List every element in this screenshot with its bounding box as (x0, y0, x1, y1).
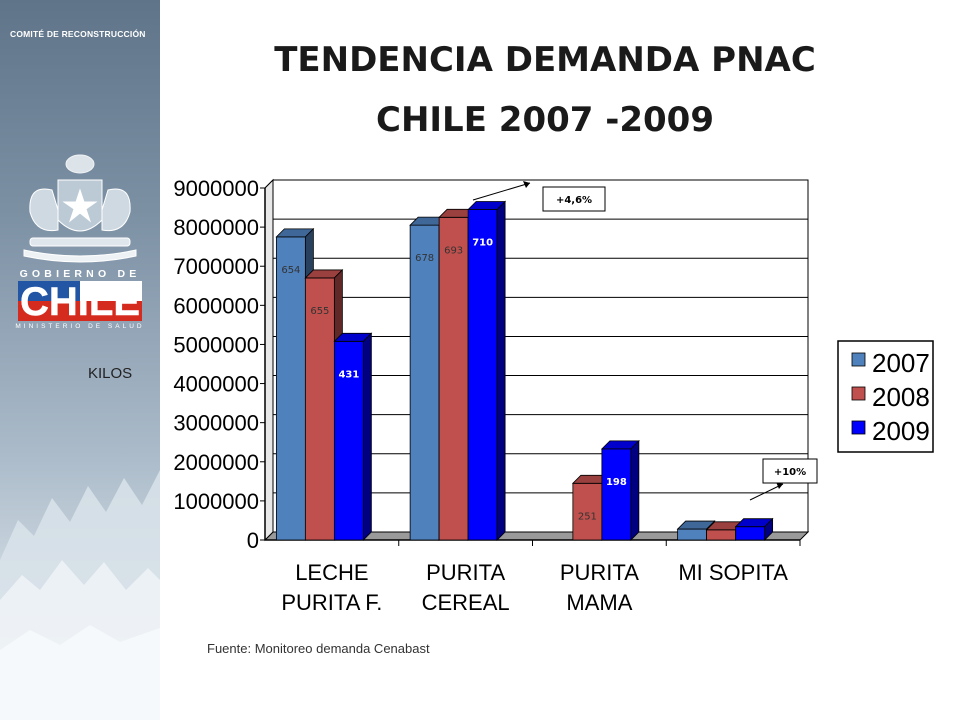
data-label: 251 (578, 511, 597, 522)
x-tick-label: PURITA (560, 560, 639, 585)
y-tick-label: 2000000 (173, 450, 259, 475)
gov-name: CHILE (20, 281, 140, 321)
page-title-line2: CHILE 2007 -2009 (376, 100, 714, 140)
y-tick-label: 1000000 (173, 489, 259, 514)
bar-2009-1 (467, 209, 498, 541)
bar-side-2009-3 (764, 517, 774, 541)
bar-side-2009-0 (362, 332, 372, 541)
bar-2007-3 (677, 528, 708, 541)
bar-2007-1 (409, 224, 440, 541)
data-label: 678 (415, 253, 434, 264)
bar-2009-2 (601, 448, 632, 541)
annotation-arrow (749, 483, 784, 501)
chile-coat-of-arms-icon (23, 154, 137, 263)
legend-label: 2008 (872, 382, 930, 412)
source-note: Fuente: Monitoreo demanda Cenabast (207, 641, 430, 656)
annotation-text: +4,6% (556, 195, 592, 206)
x-tick-label: MAMA (566, 590, 632, 615)
bar-side-2009-1 (496, 200, 506, 541)
x-tick-label: PURITA F. (281, 590, 382, 615)
y-tick-label: 6000000 (173, 293, 259, 318)
bar-2008-3 (706, 529, 737, 541)
annotation-box (762, 458, 818, 484)
page-title-line1: TENDENCIA DEMANDA PNAC (274, 40, 816, 80)
bar-2009-3 (735, 526, 766, 541)
org-label: COMITÉ DE RECONSTRUCCIÓN (10, 29, 146, 39)
legend-label: 2007 (872, 348, 930, 378)
bar-2007-0 (275, 236, 306, 541)
data-label: 654 (281, 265, 300, 276)
y-tick-label: 9000000 (173, 176, 259, 201)
x-tick-label: PURITA (426, 560, 505, 585)
sidebar: COMITÉ DE RECONSTRUCCIÓN GOBIERNO DE CHI… (0, 0, 160, 720)
ministry-label: MINISTERIO DE SALUD (15, 323, 145, 330)
annotation-arrow (472, 182, 531, 201)
data-label: 655 (310, 306, 329, 317)
bar-2008-2 (572, 482, 603, 541)
mountain-background (0, 470, 160, 720)
legend-swatch (851, 386, 866, 401)
legend-swatch (851, 420, 866, 435)
annotation-box (542, 186, 606, 212)
gov-line: GOBIERNO DE (19, 268, 141, 280)
annotation-arrowhead (523, 181, 530, 188)
data-label: 693 (444, 245, 463, 256)
chile-logo: CHILE (18, 281, 142, 321)
y-tick-label: 4000000 (173, 372, 259, 397)
y-tick-label: 7000000 (173, 254, 259, 279)
x-tick-label: MI SOPITA (678, 560, 788, 585)
x-tick-label: LECHE (295, 560, 368, 585)
annotation-arrowhead (776, 482, 783, 489)
annotation-text: +10% (774, 467, 806, 478)
y-tick-label: 5000000 (173, 332, 259, 357)
y-tick-label: 0 (247, 528, 259, 553)
y-tick-label: 8000000 (173, 215, 259, 240)
bar-side-2009-2 (630, 439, 640, 541)
data-label: 198 (606, 477, 627, 488)
legend-swatch (851, 352, 866, 367)
chart-side-wall (264, 178, 274, 542)
bar-2008-1 (438, 216, 469, 541)
bar-2008-0 (304, 277, 335, 541)
data-label: 431 (338, 369, 359, 380)
y-axis-label: KILOS (88, 365, 133, 382)
data-label: 710 (472, 238, 493, 249)
y-tick-label: 3000000 (173, 411, 259, 436)
legend-label: 2009 (872, 416, 930, 446)
x-tick-label: CEREAL (422, 590, 510, 615)
